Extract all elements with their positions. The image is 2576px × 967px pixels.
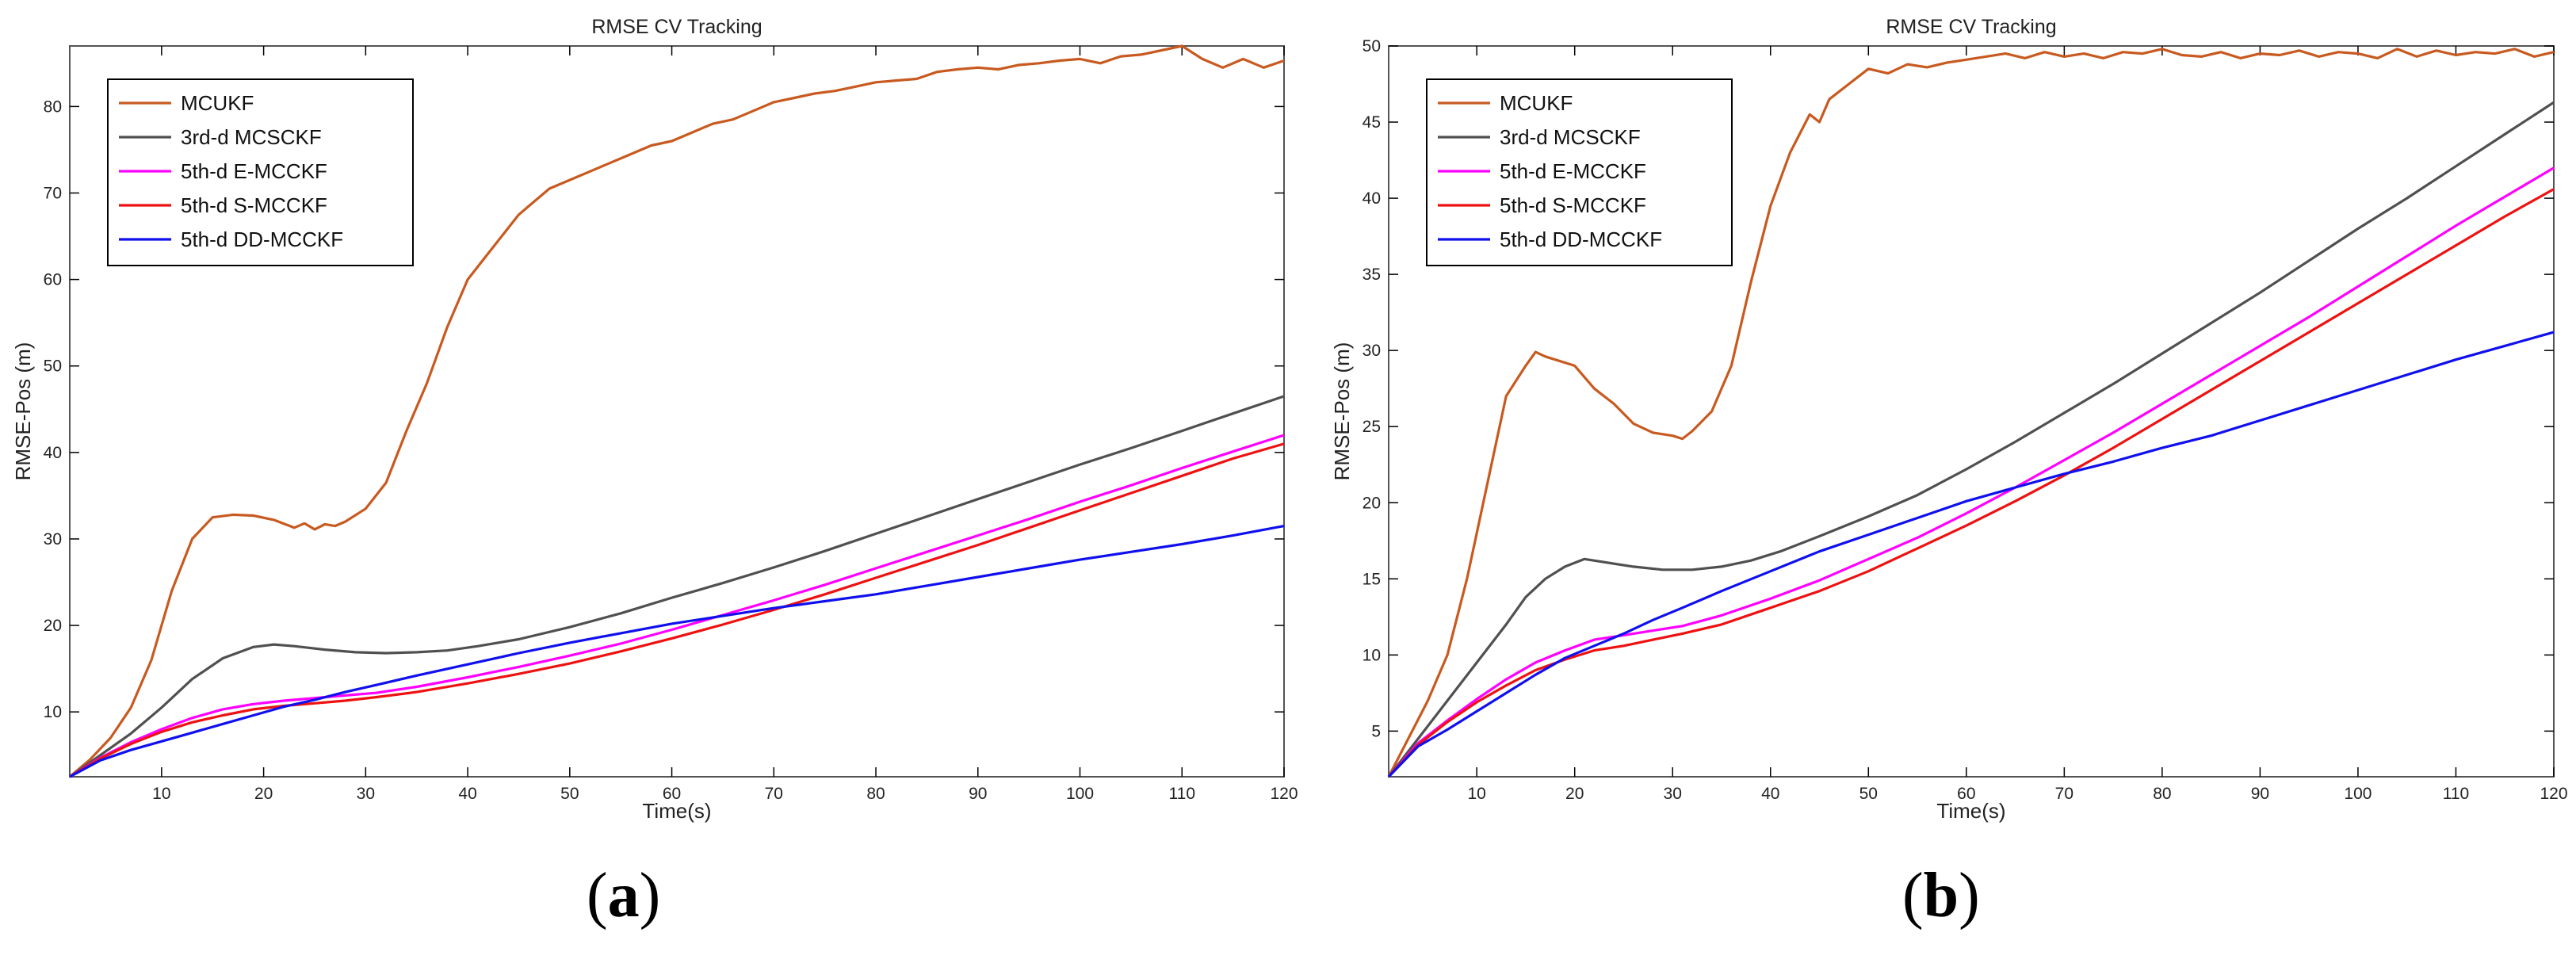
y-tick-label-b: 5 (1371, 722, 1381, 740)
chart-panel-a: RMSE CV Tracking 10 20 30 40 50 60 70 80 90 100 110… (11, 16, 1298, 823)
series-line-3rd-d-mcsckf-a (69, 395, 1285, 778)
legend-b: MCUKF 3rd-d MCSCKF 5th-d E-MCCKF 5th-d S-MC… (1426, 78, 1733, 266)
legend-label-mcukf-b: MCUKF (1500, 91, 1573, 115)
series-line-5th-d-dd-mcckf-a (69, 525, 1285, 778)
series-line-5th-d-e-mcckf-a (69, 434, 1285, 778)
y-tick-label-b: 45 (1363, 113, 1381, 132)
legend-label-3rd-d-mcsckf-a: 3rd-d MCSCKF (181, 125, 322, 149)
chart-title-a: RMSE CV Tracking (591, 16, 762, 38)
x-tick-label-a: 50 (560, 785, 579, 803)
y-tick-label-a: 30 (44, 530, 62, 548)
legend-label-5th-d-s-mcckf-a: 5th-d S-MCCKF (181, 193, 327, 217)
legend-label-mcukf-a: MCUKF (181, 91, 254, 115)
x-tick-label-a: 90 (969, 785, 987, 803)
x-tick-label-a: 80 (866, 785, 885, 803)
y-tick-label-a: 80 (44, 97, 62, 116)
x-tick-label-b: 30 (1664, 785, 1682, 803)
x-tick-label-a: 30 (357, 785, 375, 803)
x-tick-label-a: 70 (765, 785, 783, 803)
chart-panel-b: RMSE CV Tracking 10 20 30 40 50 60 70 80 90 100 110… (1330, 16, 2568, 823)
y-tick-label-a: 10 (44, 703, 62, 721)
y-tick-label-b: 35 (1363, 266, 1381, 284)
y-tick-label-b: 20 (1363, 494, 1381, 512)
y-tick-label-a: 50 (44, 357, 62, 376)
y-tick-label-b: 25 (1363, 418, 1381, 436)
series-line-mcukf-a (68, 44, 1285, 778)
x-tick-label-b: 40 (1761, 785, 1779, 803)
y-tick-label-a: 60 (44, 271, 62, 289)
series-line-3rd-d-mcsckf-b (1387, 101, 2555, 778)
y-tick-label-a: 70 (44, 184, 62, 202)
series-line-5th-d-dd-mcckf-b (1387, 331, 2555, 778)
x-tick-label-b: 90 (2251, 785, 2269, 803)
legend-label-5th-d-e-mcckf-b: 5th-d E-MCCKF (1500, 159, 1646, 183)
y-tick-label-b: 30 (1363, 342, 1381, 360)
panel-label-b-caption: (b) (1902, 861, 1980, 931)
x-axis-label-a: Time(s) (642, 799, 711, 823)
x-tick-label-a: 20 (254, 785, 273, 803)
panel-label-a: a (607, 861, 640, 931)
legend-label-5th-d-e-mcckf-a: 5th-d E-MCCKF (181, 159, 327, 183)
legend-label-5th-d-dd-mcckf-a: 5th-d DD-MCCKF (181, 227, 343, 251)
x-tick-label-b: 100 (2344, 785, 2372, 803)
x-tick-label-a: 60 (663, 785, 681, 803)
x-tick-label-a: 10 (152, 785, 170, 803)
panel-label-b: b (1923, 861, 1959, 931)
panel-label-a-caption: (a) (587, 861, 661, 931)
y-tick-label-b: 40 (1363, 189, 1381, 208)
x-tick-label-a: 120 (1270, 785, 1298, 803)
x-tick-label-b: 110 (2443, 785, 2469, 803)
x-tick-label-a: 110 (1169, 785, 1195, 803)
x-tick-label-b: 120 (2540, 785, 2567, 803)
y-axis-label-b: RMSE-Pos (m) (1330, 342, 1354, 481)
y-tick-label-a: 40 (44, 444, 62, 462)
series-line-mcukf-b (1387, 48, 2555, 778)
x-tick-label-b: 50 (1859, 785, 1878, 803)
x-tick-label-b: 10 (1467, 785, 1485, 803)
y-tick-label-b: 50 (1363, 37, 1381, 55)
series-line-5th-d-s-mcckf-b (1387, 188, 2555, 778)
y-tick-label-a: 20 (44, 617, 62, 635)
x-tick-label-b: 60 (1957, 785, 1975, 803)
y-tick-label-b: 10 (1363, 646, 1381, 664)
series-line-5th-d-e-mcckf-b (1387, 166, 2555, 778)
x-axis-label-b: Time(s) (1936, 799, 2005, 823)
x-tick-label-a: 40 (458, 785, 476, 803)
legend-label-5th-d-s-mcckf-b: 5th-d S-MCCKF (1500, 193, 1646, 217)
chart-title-b: RMSE CV Tracking (1886, 16, 2056, 38)
y-tick-label-b: 15 (1363, 570, 1381, 588)
x-tick-label-a: 100 (1066, 785, 1094, 803)
x-tick-label-b: 70 (2055, 785, 2073, 803)
legend-label-3rd-d-mcsckf-b: 3rd-d MCSCKF (1500, 125, 1641, 149)
legend-label-5th-d-dd-mcckf-b: 5th-d DD-MCCKF (1500, 227, 1662, 251)
x-tick-label-b: 20 (1565, 785, 1584, 803)
y-axis-label-a: RMSE-Pos (m) (11, 342, 35, 481)
x-tick-label-b: 80 (2153, 785, 2171, 803)
legend-a: MCUKF 3rd-d MCSCKF 5th-d E-MCCKF 5th-d S-MC… (107, 78, 414, 266)
series-line-5th-d-s-mcckf-a (69, 442, 1285, 778)
